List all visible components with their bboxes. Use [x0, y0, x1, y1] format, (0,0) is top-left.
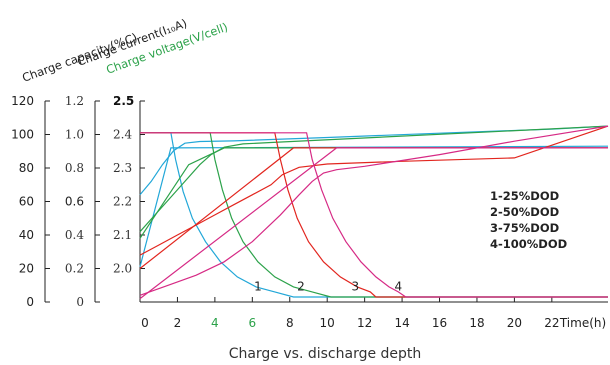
legend-entry: 2-50%DOD — [490, 205, 559, 219]
capacity-curve-4 — [139, 147, 608, 300]
x-tick-label: 4 — [211, 316, 219, 330]
x-tick-label: 8 — [286, 316, 294, 330]
curves-layer — [139, 125, 609, 300]
capacity-tick-label: 20 — [19, 262, 34, 276]
current-curve-1 — [140, 132, 608, 298]
current-curve-4 — [140, 132, 608, 298]
capacity-tick-label: 60 — [19, 195, 34, 209]
voltage-tick-label: 2.0 — [113, 262, 132, 276]
capacity-tick-label: 80 — [19, 161, 34, 175]
curve-number-label: 3 — [351, 279, 359, 293]
x-tick-label: 14 — [394, 316, 409, 330]
voltage-curve-4 — [139, 125, 609, 296]
voltage-tick-label: 2.1 — [113, 228, 132, 242]
legend-entry: 4-100%DOD — [490, 237, 567, 251]
voltage-tick-label: 2.2 — [113, 195, 132, 209]
capacity-curve-1 — [139, 145, 609, 267]
capacity-tick-label: 0 — [26, 295, 34, 309]
x-tick-label: 0 — [141, 316, 149, 330]
voltage-tick-label: 2.4 — [113, 128, 132, 142]
x-axis-unit-label: Time(h) — [559, 316, 606, 330]
current-tick-label: 0 — [76, 295, 84, 309]
current-tick-label: 1.0 — [65, 128, 84, 142]
current-tick-label: 1.2 — [65, 94, 84, 108]
capacity-tick-label: 40 — [19, 228, 34, 242]
current-tick-label: 0.8 — [65, 161, 84, 175]
axes-layer: 02040608010012000.20.40.60.81.01.22.02.1… — [11, 16, 608, 330]
x-tick-label: 18 — [469, 316, 484, 330]
capacity-tick-label: 100 — [11, 128, 34, 142]
current-curve-2 — [140, 132, 608, 298]
current-tick-label: 0.6 — [65, 195, 84, 209]
x-tick-label: 6 — [248, 316, 256, 330]
labels-layer: 1 2 3 41-25%DOD2-50%DOD3-75%DOD4-100%DODCha… — [229, 189, 567, 362]
voltage-tick-label: 2.5 — [113, 94, 134, 108]
x-tick-label: 20 — [507, 316, 522, 330]
x-tick-label: 2 — [174, 316, 182, 330]
current-curve-3 — [140, 132, 608, 298]
current-tick-label: 0.4 — [65, 228, 84, 242]
capacity-tick-label: 120 — [11, 94, 34, 108]
legend-entry: 3-75%DOD — [490, 221, 559, 235]
x-tick-label: 16 — [432, 316, 447, 330]
voltage-curve-3 — [139, 125, 609, 256]
voltage-tick-label: 2.3 — [113, 161, 132, 175]
x-tick-label: 22 — [544, 316, 559, 330]
curve-number-label: 4 — [395, 279, 403, 293]
x-tick-label: 10 — [320, 316, 335, 330]
curve-number-label: 2 — [297, 279, 305, 293]
current-tick-label: 0.2 — [65, 262, 84, 276]
chart-caption: Charge vs. discharge depth — [229, 346, 422, 362]
voltage-curve-2 — [139, 125, 609, 233]
voltage-curve-1 — [139, 125, 609, 196]
x-tick-label: 12 — [357, 316, 372, 330]
curve-number-label: 1 — [254, 279, 262, 293]
legend-entry: 1-25%DOD — [490, 189, 559, 203]
